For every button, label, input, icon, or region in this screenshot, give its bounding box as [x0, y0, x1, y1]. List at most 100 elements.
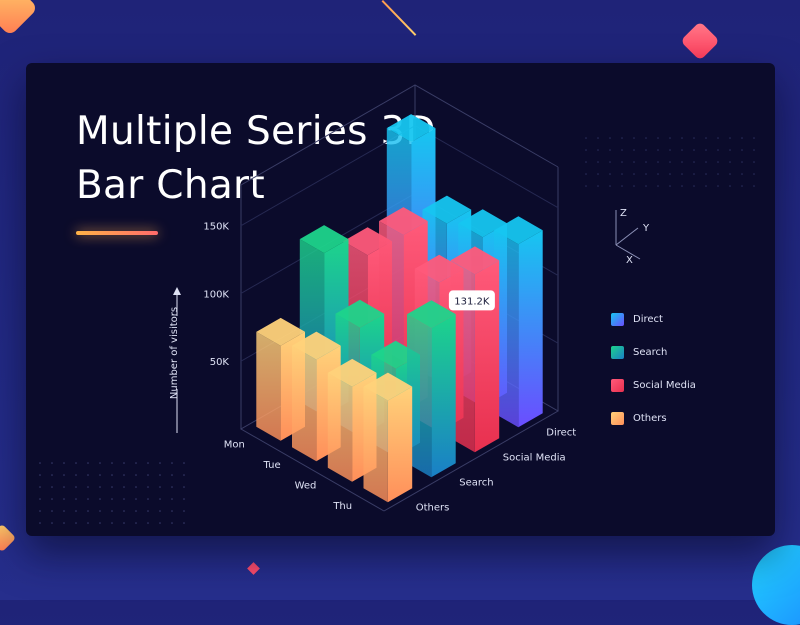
- background-dot: [111, 522, 113, 524]
- background-dot: [681, 137, 683, 139]
- bar-face-left: [363, 386, 388, 503]
- y-tick-label: 50K: [210, 357, 230, 368]
- background-dot: [39, 498, 41, 500]
- background-dot: [597, 149, 599, 151]
- background-dot: [693, 137, 695, 139]
- deco-diamond-orange-bottomleft: [0, 523, 17, 553]
- bar-direct-thu[interactable]: [494, 216, 543, 428]
- background-dot: [633, 173, 635, 175]
- background-dot: [171, 486, 173, 488]
- background-dot: [585, 185, 587, 187]
- background-dot: [99, 522, 101, 524]
- bar-search-thu[interactable]: [407, 300, 456, 478]
- bar-face-top: [299, 225, 349, 254]
- background-dot: [87, 522, 89, 524]
- depth-axis-label: Search: [459, 478, 493, 489]
- background-dot: [585, 137, 587, 139]
- x-category-label: Tue: [263, 460, 281, 471]
- background-dot: [729, 161, 731, 163]
- bar-face-top: [379, 207, 428, 235]
- background-dot: [147, 510, 149, 512]
- background-dot: [75, 462, 77, 464]
- background-dot: [717, 173, 719, 175]
- background-dot: [87, 498, 89, 500]
- background-dot: [609, 149, 611, 151]
- background-dot: [621, 173, 623, 175]
- background-dot: [111, 510, 113, 512]
- background-dot: [159, 510, 161, 512]
- background-dot: [657, 149, 659, 151]
- legend-label-social-media: Social Media: [633, 380, 696, 391]
- background-dot: [585, 173, 587, 175]
- background-dot: [111, 486, 113, 488]
- legend-label-search: Search: [633, 347, 668, 358]
- deco-diamond-pink-topright: [680, 21, 720, 61]
- background-dot: [63, 462, 65, 464]
- axis-indicator-z: Z: [620, 208, 627, 219]
- bar-face-top: [363, 372, 413, 401]
- background-dot: [609, 137, 611, 139]
- background-dot: [705, 173, 707, 175]
- depth-axis-label: Others: [416, 503, 450, 514]
- bar-face-left: [327, 372, 353, 482]
- bar-social-media-thu[interactable]: [450, 246, 500, 453]
- legend-label-direct: Direct: [633, 314, 663, 325]
- background-dot: [111, 498, 113, 500]
- bar-face-top: [386, 114, 436, 143]
- background-dot: [171, 522, 173, 524]
- bar-others-thu[interactable]: [363, 372, 413, 503]
- background-dot: [111, 462, 113, 464]
- bar-others-wed[interactable]: [327, 358, 377, 482]
- background-dot: [717, 185, 719, 187]
- background-dot: [645, 137, 647, 139]
- background-dot: [681, 185, 683, 187]
- chart-legend: Direct Search Social Media Others: [611, 303, 761, 435]
- background-dot: [123, 522, 125, 524]
- background-dot: [621, 185, 623, 187]
- bar-face-top: [450, 246, 500, 275]
- background-dot: [51, 498, 53, 500]
- background-dot: [669, 149, 671, 151]
- bar-face-top: [292, 331, 341, 360]
- background-dot: [609, 161, 611, 163]
- y-tick-label: 100K: [203, 289, 229, 300]
- depth-axis-label: Social Media: [503, 453, 566, 464]
- title-line-1: Multiple Series 3D: [76, 109, 436, 154]
- background-dot: [135, 486, 137, 488]
- background-dot: [693, 173, 695, 175]
- page-title: Multiple Series 3D Bar Chart: [76, 105, 496, 213]
- depth-axis-label: Direct: [546, 428, 576, 439]
- bar-face-top: [335, 299, 385, 328]
- legend-item-others: Others: [611, 402, 761, 435]
- bar-face-top: [458, 209, 507, 238]
- background-dot: [111, 474, 113, 476]
- bar-chart-3d: 50K 100K 150K Mon Tue Wed Thu Others Search Socia…: [169, 84, 650, 514]
- background-dot: [75, 498, 77, 500]
- background-dot: [621, 161, 623, 163]
- x-category-label: Thu: [332, 501, 352, 512]
- background-dot: [51, 510, 53, 512]
- legend-item-search: Search: [611, 336, 761, 369]
- background-dot: [51, 462, 53, 464]
- y-tick-label: 150K: [203, 222, 229, 233]
- background-dot: [741, 185, 743, 187]
- background-dot: [171, 498, 173, 500]
- background-dot: [729, 137, 731, 139]
- background-dot: [705, 185, 707, 187]
- legend-swatch-others: [611, 412, 624, 425]
- bar-face-top: [327, 358, 377, 387]
- background-dot: [741, 149, 743, 151]
- background-dot: [135, 462, 137, 464]
- background-dot: [75, 510, 77, 512]
- background-dot: [693, 161, 695, 163]
- background-dot: [63, 498, 65, 500]
- background-dot: [681, 149, 683, 151]
- background-dot: [51, 474, 53, 476]
- y-axis-arrow-head: [173, 287, 181, 295]
- chart-card: Multiple Series 3D Bar Chart 50K 100K 150K…: [26, 63, 775, 536]
- bar-face-right: [518, 230, 543, 428]
- background-dot: [645, 161, 647, 163]
- bar-face-top: [422, 195, 472, 224]
- legend-swatch-search: [611, 346, 624, 359]
- background-dot: [63, 486, 65, 488]
